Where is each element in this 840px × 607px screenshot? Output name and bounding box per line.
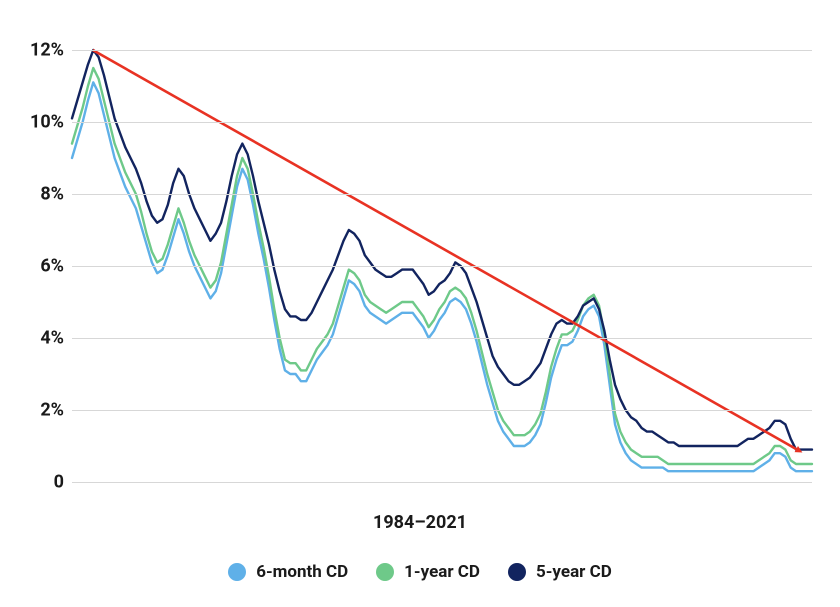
gridline [72, 194, 812, 195]
legend-label: 1-year CD [404, 562, 480, 582]
x-axis-label: 1984–2021 [373, 512, 467, 533]
legend-swatch [508, 563, 526, 581]
plot-area: 02%4%6%8%10%12% [72, 50, 812, 482]
y-tick-label: 10% [30, 112, 72, 133]
legend-item: 6-month CD [228, 562, 348, 582]
trend-arrow [93, 50, 797, 450]
gridline [72, 410, 812, 411]
gridline [72, 122, 812, 123]
legend-item: 1-year CD [376, 562, 480, 582]
y-tick-label: 12% [30, 40, 72, 61]
y-tick-label: 4% [40, 328, 72, 349]
legend-item: 5-year CD [508, 562, 612, 582]
legend-swatch [228, 563, 246, 581]
legend-swatch [376, 563, 394, 581]
series-line [72, 82, 812, 471]
gridline [72, 482, 812, 483]
y-tick-label: 2% [40, 400, 72, 421]
gridline [72, 338, 812, 339]
y-tick-label: 8% [40, 184, 72, 205]
y-tick-label: 6% [40, 256, 72, 277]
legend-label: 6-month CD [256, 562, 348, 582]
cd-rates-chart: 02%4%6%8%10%12% 1984–2021 6-month CD1-ye… [0, 0, 840, 607]
legend: 6-month CD 1-year CD 5-year CD [0, 562, 840, 582]
legend-label: 5-year CD [536, 562, 612, 582]
y-tick-label: 0 [54, 472, 72, 493]
series-line [72, 50, 812, 450]
gridline [72, 266, 812, 267]
gridline [72, 50, 812, 51]
